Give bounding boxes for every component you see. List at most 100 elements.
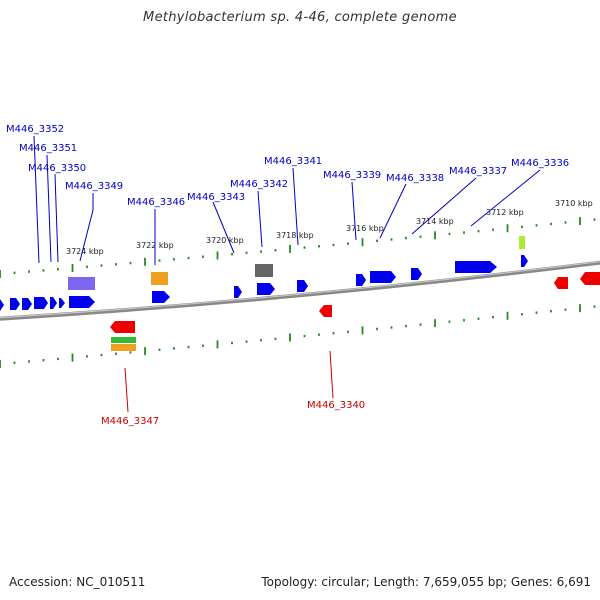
gene-label[interactable]: M446_3336: [511, 158, 569, 169]
cog-box-lime: [519, 236, 525, 249]
minor-tick: [28, 360, 30, 363]
gene-label[interactable]: M446_3343: [187, 192, 245, 203]
major-tick: [71, 353, 74, 362]
gene-label[interactable]: M446_3338: [386, 173, 444, 184]
reverse-scale-ticks: [0, 304, 596, 368]
scale-label: 3710 kbp: [555, 199, 593, 208]
minor-tick: [187, 345, 190, 349]
gene-label[interactable]: M446_3342: [230, 179, 288, 190]
major-tick: [434, 231, 436, 240]
minor-tick: [202, 255, 204, 258]
minor-tick: [405, 324, 407, 328]
reverse-gene-labels: M446_3347 M446_3340: [101, 400, 365, 427]
minor-tick: [13, 361, 16, 364]
gene-label[interactable]: M446_3351: [19, 143, 77, 154]
major-tick: [361, 238, 364, 247]
major-tick: [71, 263, 74, 272]
minor-tick: [42, 269, 45, 272]
minor-tick: [390, 238, 393, 241]
gene-label[interactable]: M446_3350: [28, 163, 86, 174]
major-tick: [289, 244, 291, 253]
forward-gene: [50, 297, 57, 309]
minor-tick: [187, 256, 190, 260]
forward-gene: [297, 280, 308, 292]
gene-label[interactable]: M446_3339: [323, 170, 381, 181]
scale-label: 3716 kbp: [346, 224, 384, 233]
minor-tick: [593, 218, 596, 221]
minor-tick: [448, 320, 451, 323]
gene-label[interactable]: M446_3337: [449, 166, 507, 177]
forward-gene: [411, 268, 422, 280]
reverse-gene: [110, 321, 135, 333]
gene-label[interactable]: M446_3349: [65, 181, 123, 192]
minor-tick: [245, 251, 248, 255]
callout-line: [257, 190, 263, 248]
minor-tick: [42, 358, 45, 362]
forward-gene: [455, 261, 497, 273]
minor-tick: [477, 229, 480, 233]
gene-label[interactable]: M446_3341: [264, 156, 322, 167]
minor-tick: [158, 259, 161, 262]
minor-tick: [173, 347, 175, 350]
reverse-gene: [554, 277, 568, 289]
minor-tick: [492, 316, 494, 319]
minor-tick: [57, 357, 59, 361]
major-tick: [506, 311, 509, 320]
forward-gene: [69, 296, 95, 308]
major-tick: [434, 319, 436, 328]
major-tick: [579, 304, 581, 313]
gene-label[interactable]: M446_3347: [101, 416, 159, 427]
minor-tick: [405, 236, 407, 240]
gene-label[interactable]: M446_3340: [307, 400, 365, 411]
callout-line: [33, 135, 40, 264]
minor-tick: [28, 270, 30, 273]
genome-backbone-highlight: [0, 261, 600, 319]
minor-tick: [318, 333, 320, 336]
minor-tick: [550, 222, 552, 226]
major-tick: [216, 340, 219, 349]
callout-line: [329, 350, 334, 399]
minor-tick: [100, 264, 103, 267]
minor-tick: [274, 249, 277, 252]
minor-tick: [13, 271, 16, 275]
major-tick: [216, 251, 219, 260]
forward-gene: [521, 255, 528, 267]
scale-label: 3724 kbp: [66, 247, 104, 256]
gene-label[interactable]: M446_3352: [6, 124, 64, 135]
cog-box-green: [111, 337, 136, 343]
minor-tick: [115, 352, 117, 355]
minor-tick: [535, 311, 538, 314]
minor-tick: [129, 261, 132, 265]
minor-tick: [564, 308, 567, 311]
forward-callouts: [33, 135, 541, 265]
forward-gene: [10, 298, 20, 310]
scale-label: 3712 kbp: [486, 208, 524, 217]
scale-label: 3718 kbp: [276, 231, 314, 240]
minor-tick: [521, 313, 523, 316]
callout-line: [351, 181, 357, 241]
minor-tick: [86, 265, 88, 268]
minor-tick: [260, 250, 262, 253]
callout-line: [124, 367, 129, 413]
minor-tick: [593, 305, 596, 308]
minor-tick: [57, 268, 59, 271]
major-tick: [579, 217, 581, 226]
minor-tick: [376, 327, 378, 331]
minor-tick: [245, 340, 248, 343]
minor-tick: [173, 258, 175, 261]
gene-label[interactable]: M446_3346: [127, 197, 185, 208]
forward-gene: [370, 271, 396, 283]
minor-tick: [260, 339, 262, 342]
minor-tick: [564, 221, 567, 224]
minor-tick: [419, 235, 422, 238]
minor-tick: [477, 317, 480, 320]
forward-gene: [257, 283, 275, 295]
scale-label: 3714 kbp: [416, 217, 454, 226]
genome-summary-text: Topology: circular; Length: 7,659,055 bp…: [261, 575, 591, 589]
forward-gene: [22, 298, 32, 310]
minor-tick: [158, 348, 161, 351]
reverse-callouts: [124, 350, 334, 413]
minor-tick: [332, 332, 335, 335]
minor-tick: [448, 232, 451, 236]
forward-genes: [0, 255, 528, 311]
